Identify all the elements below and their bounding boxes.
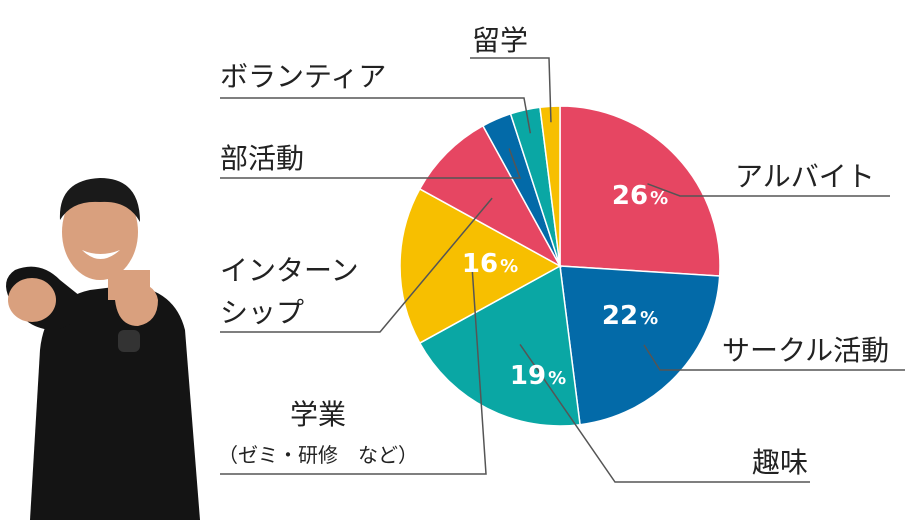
slice-label: ボランティア: [220, 60, 386, 93]
slice-label: サークル活動: [722, 334, 889, 367]
slice-label: インターン: [220, 254, 359, 287]
slice-label: 留学: [472, 24, 528, 57]
person-fighting-pose-icon: [6, 178, 200, 520]
slice-label: 部活動: [220, 142, 304, 175]
slice-label: 趣味: [752, 446, 808, 479]
pie-slice: [560, 266, 720, 425]
slice-sublabel: （ゼミ・研修 など）: [218, 443, 418, 467]
slice-label: アルバイト: [735, 160, 875, 193]
slice-label: シップ: [220, 296, 304, 329]
slice-label: 学業: [290, 398, 346, 431]
